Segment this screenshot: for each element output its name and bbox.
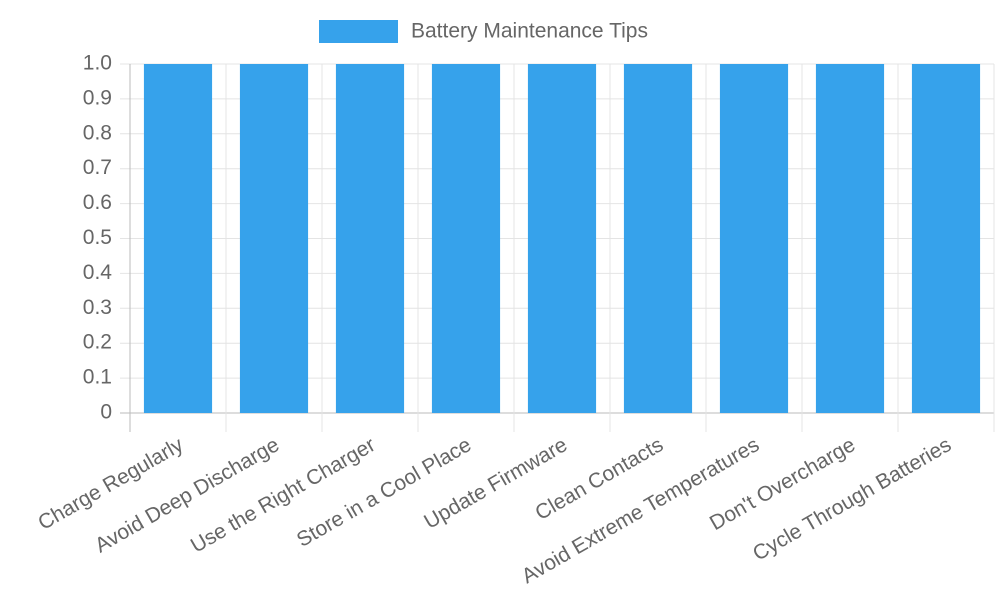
legend-label: Battery Maintenance Tips	[411, 20, 648, 43]
bar	[431, 64, 501, 413]
y-tick-label: 0.4	[83, 261, 113, 284]
x-tick-label: Use the Right Charger	[187, 433, 379, 557]
bar	[815, 64, 885, 413]
bar	[527, 64, 597, 413]
legend-swatch	[319, 20, 398, 43]
y-tick-label: 1.0	[83, 52, 112, 75]
y-tick-label: 0.3	[83, 296, 112, 319]
y-tick-label: 0.9	[83, 86, 112, 109]
y-tick-label: 0.2	[83, 331, 112, 354]
bar	[239, 64, 309, 413]
y-tick-label: 0.6	[83, 191, 112, 214]
bar	[335, 64, 405, 413]
bar	[623, 64, 693, 413]
bar	[911, 64, 981, 413]
y-tick-label: 0.7	[83, 156, 112, 179]
y-tick-label: 0	[100, 401, 112, 424]
bar	[143, 64, 213, 413]
y-tick-label: 0.8	[83, 121, 112, 144]
x-tick-label: Store in a Cool Place	[293, 433, 475, 552]
y-tick-label: 0.5	[83, 226, 112, 249]
bar	[719, 64, 789, 413]
y-tick-label: 0.1	[83, 366, 112, 389]
